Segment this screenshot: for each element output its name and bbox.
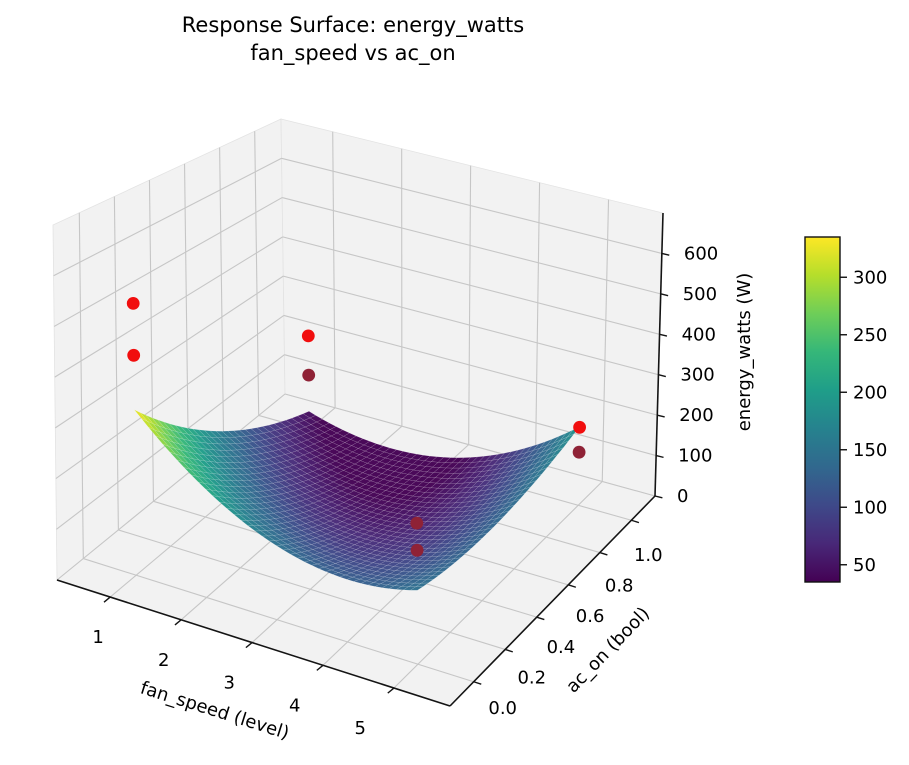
z-tick-label: 500 [683, 284, 717, 305]
observation-point [126, 297, 140, 310]
observation-point [127, 348, 141, 362]
x-tick-label: 4 [289, 695, 300, 716]
observation-point [410, 516, 424, 530]
x-tick-label: 1 [92, 627, 103, 648]
z-tick-label: 100 [678, 446, 712, 467]
observation-point [410, 543, 424, 557]
colorbar-tick-label: 150 [853, 440, 887, 461]
chart-title-line1: Response Surface: energy_watts [182, 13, 524, 38]
response-surface [134, 409, 580, 591]
z-tick-label: 0 [677, 486, 688, 507]
y-tick-label: 0.8 [605, 576, 634, 597]
x-tick-label: 5 [354, 718, 365, 739]
z-tick-label: 300 [680, 365, 714, 386]
colorbar-gradient [805, 237, 840, 582]
y-tick-label: 0.6 [576, 606, 605, 627]
y-tick-label: 1.0 [634, 545, 663, 566]
x-tick-label: 2 [158, 650, 169, 671]
observation-point [573, 420, 586, 434]
observation-point [572, 445, 586, 459]
z-axis-label: energy_watts (W) [734, 273, 755, 432]
axes-3d: 1 2 3 4 5 0.00.20.40.60.81.0 0 100 200 300 400 500 6… [52, 118, 887, 739]
z-tick-label: 200 [679, 405, 713, 426]
colorbar-frame [804, 236, 841, 583]
z-tick-label: 400 [682, 324, 716, 345]
colorbar-tick-label: 250 [853, 325, 887, 346]
colorbar-tick-label: 100 [853, 497, 887, 518]
axis-spines [56, 212, 664, 707]
axis-ticks: 1 2 3 4 5 0.00.20.40.60.81.0 0 100 200 300 400 500 6… [92, 243, 718, 739]
y-tick-label: 0.2 [517, 667, 546, 688]
observation-point [302, 368, 316, 382]
scatter-points [126, 297, 586, 557]
observation-point [301, 329, 315, 343]
colorbar-tick-label: 200 [853, 382, 887, 403]
x-tick-label: 3 [223, 673, 234, 694]
y-tick-label: 0.0 [488, 698, 517, 719]
colorbar-tick-label: 300 [853, 267, 887, 288]
colorbar: 50 100 150 200 250 300 [804, 236, 887, 583]
z-tick-label: 600 [684, 243, 718, 264]
colorbar-tick-label: 50 [853, 555, 876, 576]
y-tick-label: 0.4 [547, 637, 576, 658]
chart-title-line2: fan_speed vs ac_on [250, 41, 455, 66]
